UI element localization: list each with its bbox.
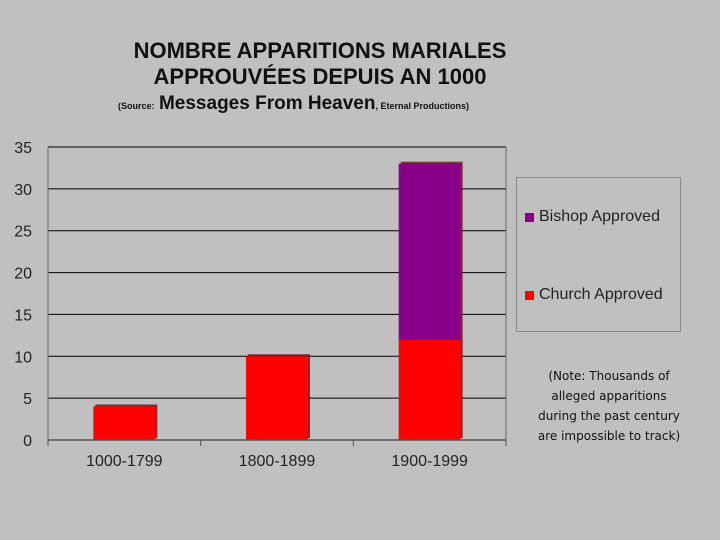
y-tick-label: 15 [14,307,32,324]
legend-label-bishop: Bishop Approved [539,208,660,225]
y-tick-label: 35 [14,140,32,157]
source-prefix: (Source: [118,101,155,111]
x-tick-label: 1000-1799 [86,453,163,470]
y-tick-label: 30 [14,182,32,199]
bar-church-approved-1800-1899 [246,356,308,440]
chart-source: (Source: Messages From Heaven, Eternal P… [118,93,469,115]
bar-church-approved-1000-1799 [93,406,156,440]
legend-item-church: Church Approved [525,286,663,304]
x-tick-label: 1900-1999 [391,453,468,470]
bar-church-approved-1900-1999 [398,339,461,440]
y-tick-label: 10 [14,349,32,366]
legend-swatch-church [525,290,534,300]
chart-title-line1: NOMBRE APPARITIONS MARIALES [133,38,507,63]
legend-item-bishop: Bishop Approved [525,208,660,226]
y-tick-label: 20 [14,266,32,283]
note-text: (Note: Thousands of alleged apparitions … [537,369,681,443]
chart-title-line2: APPROUVÉES DEPUIS AN 1000 [153,64,487,89]
bar-bishop-approved-1900-1999 [398,163,461,340]
y-tick-label: 0 [23,433,32,450]
y-tick-label: 25 [14,224,32,241]
x-tick-label: 1800-1899 [239,453,316,470]
source-title: Messages From Heaven [158,93,376,114]
legend-label-church: Church Approved [539,286,663,303]
y-tick-label: 5 [23,391,32,408]
legend: Bishop Approved Church Approved [516,177,681,332]
legend-swatch-bishop [525,212,534,222]
source-suffix: , Eternal Productions) [375,101,469,111]
